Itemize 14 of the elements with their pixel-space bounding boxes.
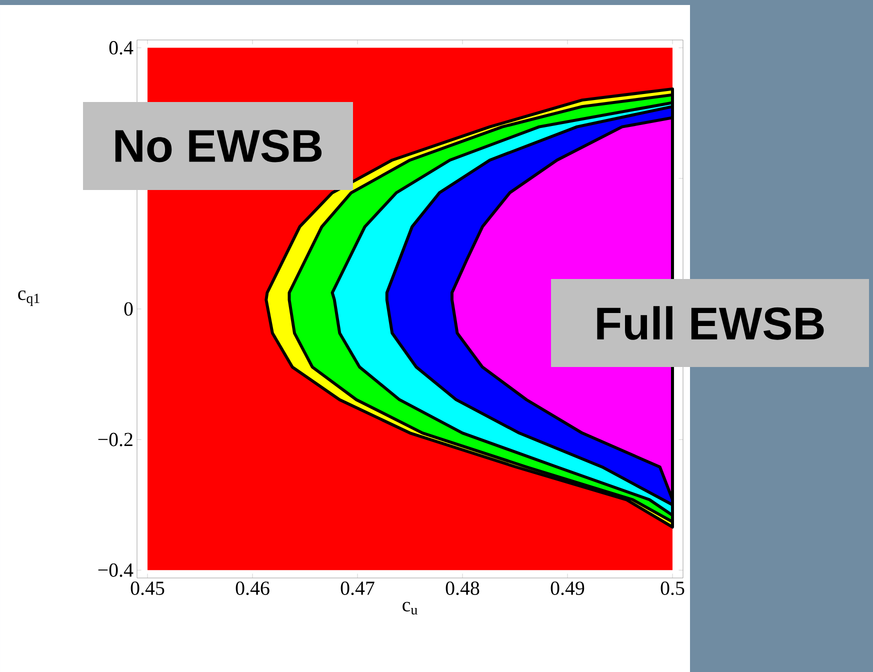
y-tick-label: −0.2 [98, 432, 132, 446]
annotation: No EWSB [115, 130, 322, 162]
y-tick-label: 0.4 [109, 41, 134, 55]
x-tick-label: 0.47 [340, 582, 374, 596]
y-tick-label: 0 [124, 302, 133, 316]
x-tick-label: 0.5 [660, 582, 684, 596]
x-tick-label: 0.46 [236, 582, 270, 596]
x-axis-title: c$_{u}$ [402, 602, 418, 615]
y-axis-title: c$_{q1}$ [18, 290, 40, 306]
annotation: Full EWSB [597, 306, 824, 340]
x-tick-label: 0.48 [446, 582, 480, 596]
y-tick-label: −0.4 [98, 563, 134, 577]
x-tick-label: 0.49 [550, 582, 584, 596]
x-tick-label: 0.45 [130, 582, 164, 596]
